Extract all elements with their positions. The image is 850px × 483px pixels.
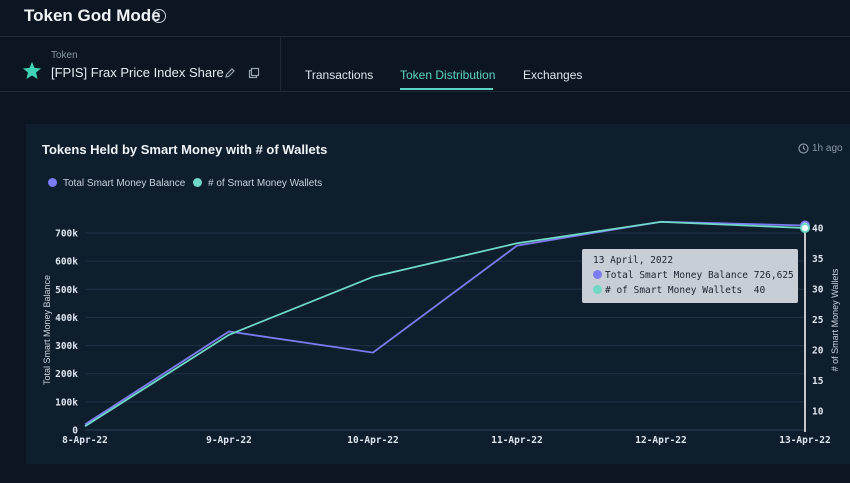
y2-axis-title: # of Smart Money Wallets bbox=[830, 268, 840, 371]
series-line-wallets bbox=[84, 220, 806, 428]
y-tick-label: 700k bbox=[55, 229, 78, 240]
tooltip-dot bbox=[593, 270, 602, 279]
token-header: Token [FPIS] Frax Price Index Share Tran… bbox=[0, 37, 850, 92]
y2-tick-label: 25 bbox=[812, 315, 824, 326]
legend-label: Total Smart Money Balance bbox=[63, 178, 186, 189]
x-tick-label: 10-Apr-22 bbox=[347, 435, 398, 446]
y-tick-label: 600k bbox=[55, 257, 78, 268]
tooltip-row-balance: Total Smart Money Balance 726,625 bbox=[593, 270, 794, 281]
y2-tick-label: 20 bbox=[812, 346, 824, 357]
tooltip-row-wallets: # of Smart Money Wallets 40 bbox=[593, 285, 765, 296]
tooltip-value: 40 bbox=[753, 285, 766, 296]
token-label: Token bbox=[51, 50, 78, 61]
star-icon[interactable] bbox=[22, 61, 42, 81]
x-tick-label: 8-Apr-22 bbox=[62, 435, 108, 446]
legend-total-balance[interactable]: Total Smart Money Balance bbox=[48, 177, 186, 189]
legend-dot bbox=[193, 177, 202, 187]
tab-token-distribution[interactable]: Token Distribution bbox=[400, 68, 496, 82]
chart-tooltip: 13 April, 2022 Total Smart Money Balance… bbox=[582, 249, 798, 303]
y-tick-label: 400k bbox=[55, 313, 78, 324]
info-icon[interactable]: i bbox=[152, 9, 166, 23]
y-tick-label: 300k bbox=[55, 341, 78, 352]
y-tick-label: 500k bbox=[55, 285, 78, 296]
legend-label: # of Smart Money Wallets bbox=[208, 178, 323, 189]
last-updated: 1h ago bbox=[812, 143, 843, 154]
y2-tick-label: 10 bbox=[812, 407, 824, 418]
y-tick-label: 200k bbox=[55, 369, 78, 380]
x-tick-label: 11-Apr-22 bbox=[491, 435, 542, 446]
y-tick-label: 0 bbox=[72, 426, 78, 437]
tooltip-label: # of Smart Money Wallets bbox=[605, 285, 743, 296]
tooltip-date: 13 April, 2022 bbox=[593, 255, 674, 266]
header-divider bbox=[280, 37, 281, 91]
tab-exchanges[interactable]: Exchanges bbox=[523, 68, 583, 82]
top-bar: Token God Mode i bbox=[0, 0, 850, 37]
tooltip-value: 726,625 bbox=[753, 270, 794, 281]
y2-tick-label: 15 bbox=[812, 376, 824, 387]
y2-tick-label: 35 bbox=[812, 254, 824, 265]
copy-icon[interactable] bbox=[248, 67, 260, 79]
tab-transactions[interactable]: Transactions bbox=[305, 68, 374, 82]
tooltip-dot bbox=[593, 285, 602, 294]
legend-dot bbox=[48, 177, 57, 187]
chart-title: Tokens Held by Smart Money with # of Wal… bbox=[42, 142, 328, 157]
x-tick-label: 9-Apr-22 bbox=[206, 435, 252, 446]
y2-tick-label: 30 bbox=[812, 285, 824, 296]
hover-point-wallets bbox=[800, 223, 810, 233]
tooltip-label: Total Smart Money Balance bbox=[605, 270, 748, 281]
clock-icon bbox=[798, 143, 809, 154]
x-tick-label: 12-Apr-22 bbox=[635, 435, 686, 446]
edit-icon[interactable] bbox=[224, 67, 236, 79]
token-name: [FPIS] Frax Price Index Share bbox=[51, 65, 224, 80]
active-tab-indicator bbox=[400, 88, 493, 90]
y2-tick-label: 40 bbox=[812, 224, 824, 235]
app-title: Token God Mode bbox=[24, 6, 161, 25]
y-tick-label: 100k bbox=[55, 397, 78, 408]
x-tick-label: 13-Apr-22 bbox=[779, 435, 830, 446]
y-axis-title: Total Smart Money Balance bbox=[42, 275, 52, 385]
legend-wallet-count[interactable]: # of Smart Money Wallets bbox=[193, 177, 323, 189]
